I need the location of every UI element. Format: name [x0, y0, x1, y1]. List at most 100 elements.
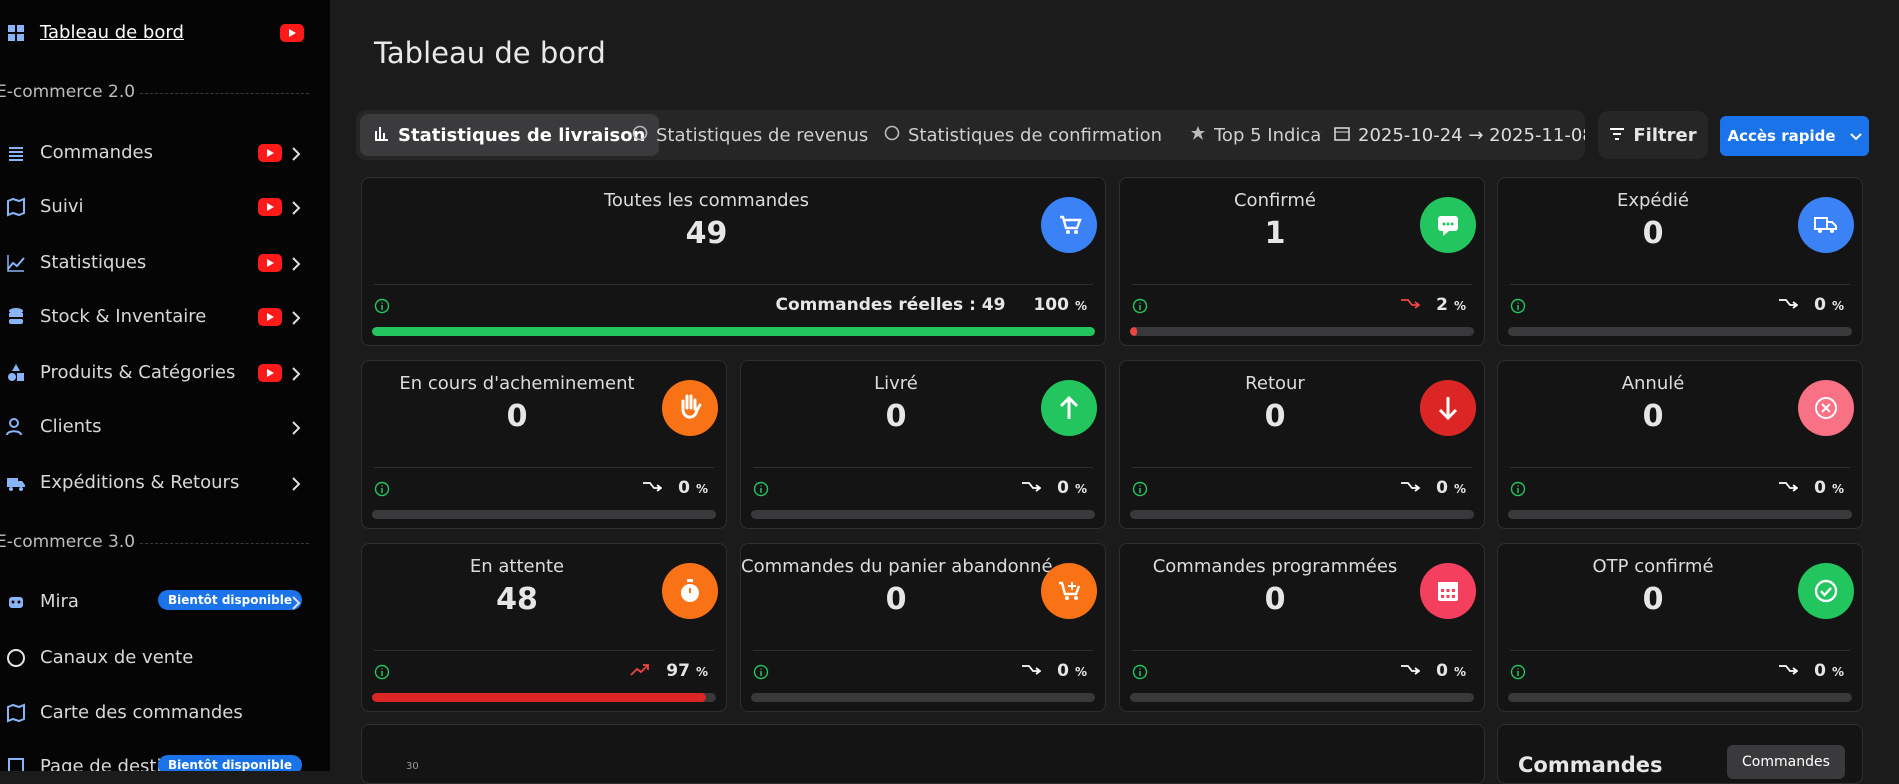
tab-icon [632, 125, 648, 146]
tab[interactable]: Top 5 Indicate [1176, 114, 1338, 156]
sidebar-item[interactable]: Clients [0, 407, 330, 447]
card-value: 0 [1642, 582, 1664, 617]
card-divider [1510, 467, 1850, 468]
section-heading: E-commerce 2.0 [0, 82, 136, 102]
tab-icon-svg [884, 125, 900, 140]
card-title: Expédié [1616, 190, 1690, 211]
card-icon-svg [1798, 197, 1854, 253]
trend-icon-svg [1779, 482, 1799, 492]
sidebar-icon-svg [8, 25, 24, 41]
sidebar-item[interactable]: Carte des commandes [0, 693, 330, 733]
stat-card: Expédié 0 0% [1497, 177, 1863, 346]
stat-card: Commandes programmées 0 0% [1119, 543, 1485, 712]
chevron [290, 476, 302, 495]
orders-card-title: Commandes [1518, 753, 1663, 777]
tab[interactable]: Statistiques de livraison [360, 114, 660, 156]
sidebar-item[interactable]: Tableau de bord [0, 13, 330, 53]
chart-tick: 30 [406, 761, 419, 772]
card-icon-svg [662, 563, 718, 619]
card-value: 49 [685, 216, 728, 251]
info-icon-svg [374, 481, 390, 497]
sidebar-item[interactable]: Commandes [0, 133, 330, 173]
video-icon [258, 308, 282, 330]
tab-bar: Statistiques de livraison Statistiques de… [356, 110, 1585, 160]
sidebar-item[interactable]: Page de desti Bientôt disponible [0, 747, 330, 771]
section-divider [140, 543, 309, 544]
info-icon-svg [753, 481, 769, 497]
quick-access-button[interactable]: Accès rapide [1720, 116, 1869, 156]
tab[interactable]: Statistiques de confirmation [870, 114, 1176, 156]
card-icon-svg [662, 380, 718, 436]
percent-value: 0 [1436, 661, 1448, 681]
info-icon [1132, 481, 1148, 501]
card-icon [1420, 380, 1476, 440]
sidebar-icon [6, 473, 26, 497]
percent-value: 0 [1814, 295, 1826, 315]
card-divider [1510, 650, 1850, 651]
stat-card: En attente 48 97% [361, 543, 727, 712]
video-icon-svg [280, 24, 304, 42]
main: Tableau de bord Statistiques de livraison… [330, 0, 1899, 784]
sidebar-item[interactable]: Suivi [0, 187, 330, 227]
info-icon [753, 481, 769, 501]
card-divider [1510, 284, 1850, 285]
card-value: 0 [1642, 216, 1664, 251]
progress-track [372, 327, 1095, 336]
filter-button[interactable]: Filtrer [1598, 111, 1708, 159]
sidebar-item[interactable]: Stock & Inventaire [0, 297, 330, 337]
trend-icon [1778, 661, 1799, 680]
info-icon [1132, 298, 1148, 318]
sidebar-icon-svg [9, 597, 23, 608]
progress-track [1130, 510, 1474, 519]
percent-value: 0 [1814, 478, 1826, 498]
calendar-icon-svg [1334, 126, 1350, 141]
card-title: Toutes les commandes [603, 190, 810, 211]
trend-icon-svg [1779, 665, 1799, 675]
sidebar-item[interactable]: Statistiques [0, 243, 330, 283]
sidebar-item[interactable]: Mira Bientôt disponible [0, 582, 330, 622]
card-value: 0 [885, 582, 907, 617]
card-icon [1798, 197, 1854, 257]
sidebar-icon-svg [8, 364, 24, 381]
tab-icon [884, 125, 900, 146]
stat-card: Livré 0 0% [740, 360, 1106, 529]
sidebar-label: Tableau de bord [40, 22, 184, 43]
tooltip: Commandes [1727, 745, 1845, 779]
sidebar-item[interactable]: Expéditions & Retours [0, 463, 330, 503]
sidebar: Tableau de bord E-commerce 2.0 Commandes Su… [0, 0, 330, 771]
card-icon-svg [1798, 380, 1854, 436]
sidebar-icon [6, 307, 26, 331]
sidebar-item[interactable]: Canaux de vente [0, 638, 330, 678]
sidebar-icon-svg [7, 478, 25, 491]
video-icon-svg [258, 254, 282, 272]
stat-card: En cours d'acheminement 0 0% [361, 360, 727, 529]
card-icon [1420, 563, 1476, 623]
percent-value: 0 [678, 478, 690, 498]
card-icon [662, 380, 718, 440]
sidebar-label: Canaux de vente [40, 647, 194, 668]
progress-track [1508, 693, 1852, 702]
card-title: Commandes du panier abandonné [741, 556, 1053, 577]
card-value: 0 [1264, 399, 1286, 434]
badge: Bientôt disponible [158, 590, 303, 610]
chevron [290, 200, 302, 219]
tab-icon-svg [632, 125, 648, 140]
percent-row: 0% [1021, 478, 1087, 498]
card-title: Livré [874, 373, 918, 394]
trend-icon [1021, 661, 1042, 680]
sidebar-label: Clients [40, 416, 102, 437]
chevron-down-svg [1849, 133, 1862, 141]
stat-card: Toutes les commandes 49 Commandes réelles … [361, 177, 1106, 346]
card-icon-svg [1420, 563, 1476, 619]
sidebar-icon [6, 417, 26, 441]
percent-row: 0% [1778, 295, 1844, 315]
sidebar-icon-svg [7, 703, 25, 723]
video-icon [258, 144, 282, 166]
percent-row: 0% [1778, 478, 1844, 498]
tab-label: Statistiques de revenus [656, 124, 869, 146]
sidebar-item[interactable]: Produits & Catégories [0, 353, 330, 393]
date-range[interactable]: 2025-10-24 → 2025-11-08 [1322, 110, 1585, 160]
tab[interactable]: Statistiques de revenus [618, 114, 882, 156]
percent-row: Commandes réelles : 49 100% [776, 295, 1087, 315]
